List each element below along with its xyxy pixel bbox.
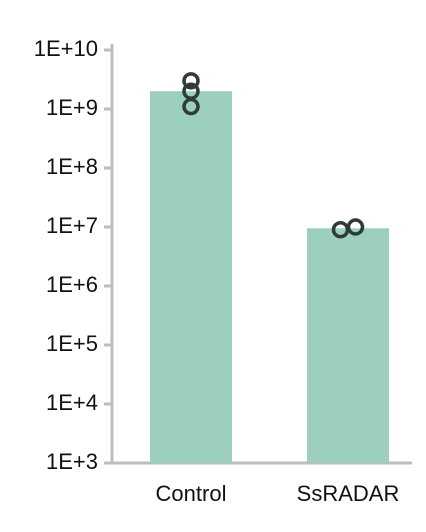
y-tick-label: 1E+8 (46, 154, 98, 179)
data-point (182, 72, 200, 90)
data-point (182, 97, 200, 116)
y-tick-label: 1E+5 (46, 331, 98, 356)
y-tick-label: 1E+4 (46, 390, 98, 415)
y-tick-label: 1E+3 (46, 449, 98, 474)
y-tick-label: 1E+6 (46, 272, 98, 297)
bar (307, 228, 389, 463)
y-tick-label: 1E+7 (46, 213, 98, 238)
data-point (346, 218, 365, 236)
x-tick-label: SsRADAR (297, 481, 400, 506)
y-tick-label: 1E+9 (46, 95, 98, 120)
x-tick-label: Control (156, 481, 227, 506)
bar (150, 91, 232, 463)
y-tick-label: 1E+10 (34, 36, 98, 61)
